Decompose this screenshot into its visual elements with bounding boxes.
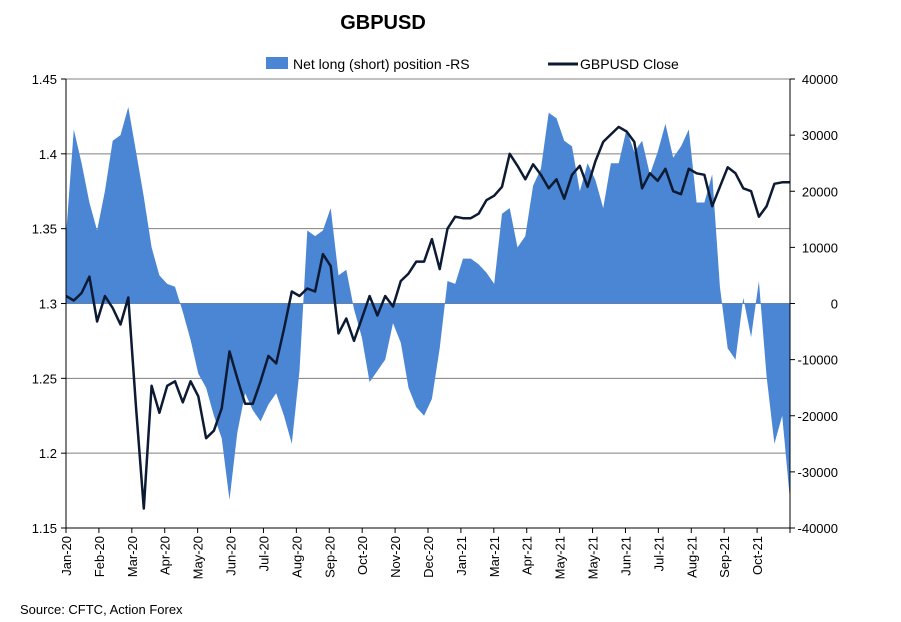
x-tick-label: Jun-21: [618, 536, 633, 576]
x-tick-label: Mar-20: [125, 536, 140, 577]
x-tick-label: Oct-20: [355, 536, 370, 575]
left-axis-ticks: 1.15 1.2 1.25 1.3 1.35 1.4 1.45: [32, 72, 66, 536]
net-position-area: [66, 107, 790, 500]
right-tick-label: -30000: [798, 465, 838, 480]
source-note: Source: CFTC, Action Forex: [20, 602, 183, 617]
right-tick-label: 20000: [802, 184, 838, 199]
x-tick-label: May-21: [586, 536, 601, 579]
right-tick-label: 40000: [802, 72, 838, 87]
x-tick-label: Jan-20: [59, 536, 74, 576]
legend-area-swatch: [266, 57, 288, 69]
legend: Net long (short) position -RS GBPUSD Clo…: [266, 56, 679, 72]
right-tick-label: -40000: [798, 521, 838, 536]
x-tick-label: Nov-20: [388, 536, 403, 578]
x-tick-label: Aug-20: [289, 536, 304, 578]
left-tick-label: 1.15: [32, 521, 57, 536]
x-tick-label: Jul-20: [256, 536, 271, 571]
x-tick-label: Oct-21: [750, 536, 765, 575]
x-tick-label: May-21: [553, 536, 568, 579]
left-tick-label: 1.25: [32, 371, 57, 386]
x-tick-label: Jul-21: [651, 536, 666, 571]
x-tick-label: May-20: [191, 536, 206, 579]
x-tick-label: Sep-20: [322, 536, 337, 578]
x-tick-label: Apr-21: [520, 536, 535, 575]
x-tick-label: Mar-21: [487, 536, 502, 577]
right-tick-label: 30000: [802, 128, 838, 143]
legend-area-label: Net long (short) position -RS: [293, 56, 470, 72]
chart-title: GBPUSD: [340, 12, 426, 34]
left-tick-label: 1.4: [39, 147, 57, 162]
left-tick-label: 1.45: [32, 72, 57, 87]
right-tick-label: -10000: [798, 353, 838, 368]
x-tick-label: Dec-20: [421, 536, 436, 578]
x-tick-label: Feb-20: [92, 536, 107, 577]
left-tick-label: 1.3: [39, 297, 57, 312]
x-tick-label: Sep-21: [717, 536, 732, 578]
x-axis-ticks: Jan-20 Feb-20 Mar-20 Apr-20 May-20 Jun-20 Jul-…: [59, 528, 791, 579]
right-tick-label: 10000: [802, 240, 838, 255]
gbpusd-close-line: [65, 125, 790, 510]
x-tick-label: Aug-21: [684, 536, 699, 578]
x-tick-label: Jan-21: [454, 536, 469, 576]
x-tick-label: Jun-20: [224, 536, 239, 576]
left-tick-label: 1.35: [32, 222, 57, 237]
right-axis-ticks: -40000 -30000 -20000 -10000 0 10000 20000 30000…: [790, 72, 838, 536]
legend-line-label: GBPUSD Close: [580, 56, 679, 72]
right-tick-label: 0: [831, 297, 838, 312]
right-tick-label: -20000: [798, 409, 838, 424]
left-tick-label: 1.2: [39, 446, 57, 461]
x-tick-label: Apr-20: [158, 536, 173, 575]
